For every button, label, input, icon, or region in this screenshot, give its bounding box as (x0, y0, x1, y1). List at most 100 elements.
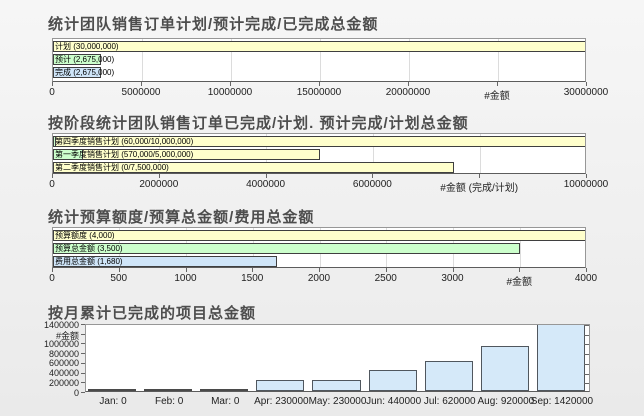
x-tick-label: 5000000 (121, 87, 161, 98)
bar (53, 230, 585, 241)
bar (368, 370, 417, 391)
chart-title: 按阶段统计团队销售订单已完成/计划. 预计完成/计划总金额 (48, 115, 469, 132)
x-tick-label: Feb: 0 (154, 396, 184, 407)
x-tick-mark (230, 82, 231, 86)
y-tick-mark-right (584, 325, 589, 326)
y-tick-mark (81, 372, 85, 374)
x-tick-label: 0 (49, 87, 55, 98)
y-tick-label: 400000 (48, 368, 79, 379)
bar-label: 第一季度销售计划 (570,000/5,000,000) (55, 150, 194, 159)
x-tick-label: Mar: 0 (211, 396, 240, 407)
y-tick-mark (81, 382, 85, 384)
y-tick-mark-right (584, 373, 589, 375)
chart-plot: 计划 (30,000,000) 预计 (2,675,000) 完成 (2,675,0… (52, 38, 586, 82)
y-tick-label: 800000 (48, 348, 79, 359)
gridline (141, 39, 143, 81)
x-tick-mark (252, 268, 254, 272)
bar (256, 380, 305, 391)
bar (480, 346, 529, 391)
x-tick-mark (118, 268, 120, 272)
y-tick-mark-right (584, 334, 589, 336)
bar-label: 完成 (2,675,000) (55, 68, 115, 77)
x-tick-mark (141, 82, 142, 86)
x-tick-mark (265, 174, 267, 178)
x-tick-mark (479, 174, 481, 178)
bar (200, 389, 249, 391)
x-tick-label: May: 230000 (308, 396, 367, 407)
x-tick-label: 6000000 (352, 179, 392, 190)
x-tick-label: #金额 (506, 277, 533, 288)
x-tick-label: 10000000 (207, 87, 253, 98)
y-tick-mark (81, 343, 85, 345)
x-tick-label: Sep: 1420000 (530, 396, 594, 407)
bar (88, 389, 137, 391)
x-tick-label: Aug: 920000 (477, 396, 535, 407)
x-tick-label: 30000000 (563, 87, 609, 98)
x-tick-label: #金额 (484, 91, 510, 102)
bar-label: 预计 (2,675,000) (55, 55, 115, 64)
bar (312, 380, 361, 391)
chart-plot: 第四季度销售计划 (60,000/10,000,000) 第一季度销售计划 (57… (52, 133, 586, 174)
y-tick-label: 1000000 (43, 338, 79, 349)
bar (53, 67, 101, 78)
gridline (479, 134, 481, 173)
x-tick-label: 20000000 (385, 87, 431, 98)
x-tick-label: 500 (110, 273, 128, 284)
bar (53, 41, 585, 52)
gridline (319, 39, 321, 81)
x-tick-mark (52, 268, 53, 272)
x-tick-label: Jul: 620000 (423, 396, 476, 407)
bar-label: 第二季度销售计划 (0/7,500,000) (55, 163, 169, 172)
x-tick-label: 1500 (241, 273, 264, 284)
x-tick-label: #金额 (完成/计划) (440, 183, 519, 194)
bar (144, 389, 193, 391)
x-tick-label: Apr: 230000 (254, 396, 309, 407)
bar (424, 361, 473, 391)
y-tick-label: 600000 (48, 358, 79, 369)
x-tick-label: Jun: 440000 (366, 396, 422, 407)
y-tick-label: 200000 (48, 377, 79, 388)
gridline (519, 228, 521, 267)
y-tick-label: 1400000 (43, 319, 79, 330)
y-tick-mark-right (584, 344, 589, 346)
x-tick-mark (452, 268, 454, 272)
x-tick-label: 4000000 (246, 179, 286, 190)
bar (536, 325, 585, 391)
x-tick-mark (586, 174, 587, 178)
bar-label: 预算总金额 (3,500) (55, 244, 123, 253)
x-tick-mark (372, 174, 374, 178)
y-tick-mark-right (584, 363, 589, 365)
x-tick-label: 2500 (374, 273, 397, 284)
gridline (497, 39, 499, 81)
bar (53, 54, 101, 65)
x-tick-mark (519, 268, 521, 272)
x-tick-label: 4000 (574, 273, 598, 284)
y-tick-mark (81, 392, 85, 393)
bar-label: 费用总金额 (1,680) (55, 257, 123, 266)
bar-completed-overlay (53, 149, 83, 160)
x-tick-label: 0 (49, 273, 55, 284)
x-tick-mark (52, 82, 53, 86)
y-tick-mark-right (584, 354, 589, 356)
x-tick-label: 0 (49, 179, 55, 190)
y-tick-label: 0 (73, 387, 79, 398)
x-tick-label: 1000 (174, 273, 197, 284)
gridline (230, 39, 232, 81)
x-tick-mark (586, 82, 587, 86)
bar-label: 预算额度 (4,000) (55, 231, 115, 240)
bar (53, 256, 277, 267)
bar-label: 计划 (30,000,000) (55, 42, 119, 51)
chart-plot: 预算额度 (4,000) 预算总金额 (3,500) 费用总金额 (1,680) (52, 227, 586, 268)
bar (53, 162, 454, 173)
y-tick-mark-right (584, 383, 589, 385)
y-tick-mark (81, 324, 85, 325)
x-tick-mark (319, 82, 320, 86)
gridline (372, 134, 374, 173)
x-tick-mark (408, 82, 409, 86)
x-tick-label: 2000000 (139, 179, 179, 190)
